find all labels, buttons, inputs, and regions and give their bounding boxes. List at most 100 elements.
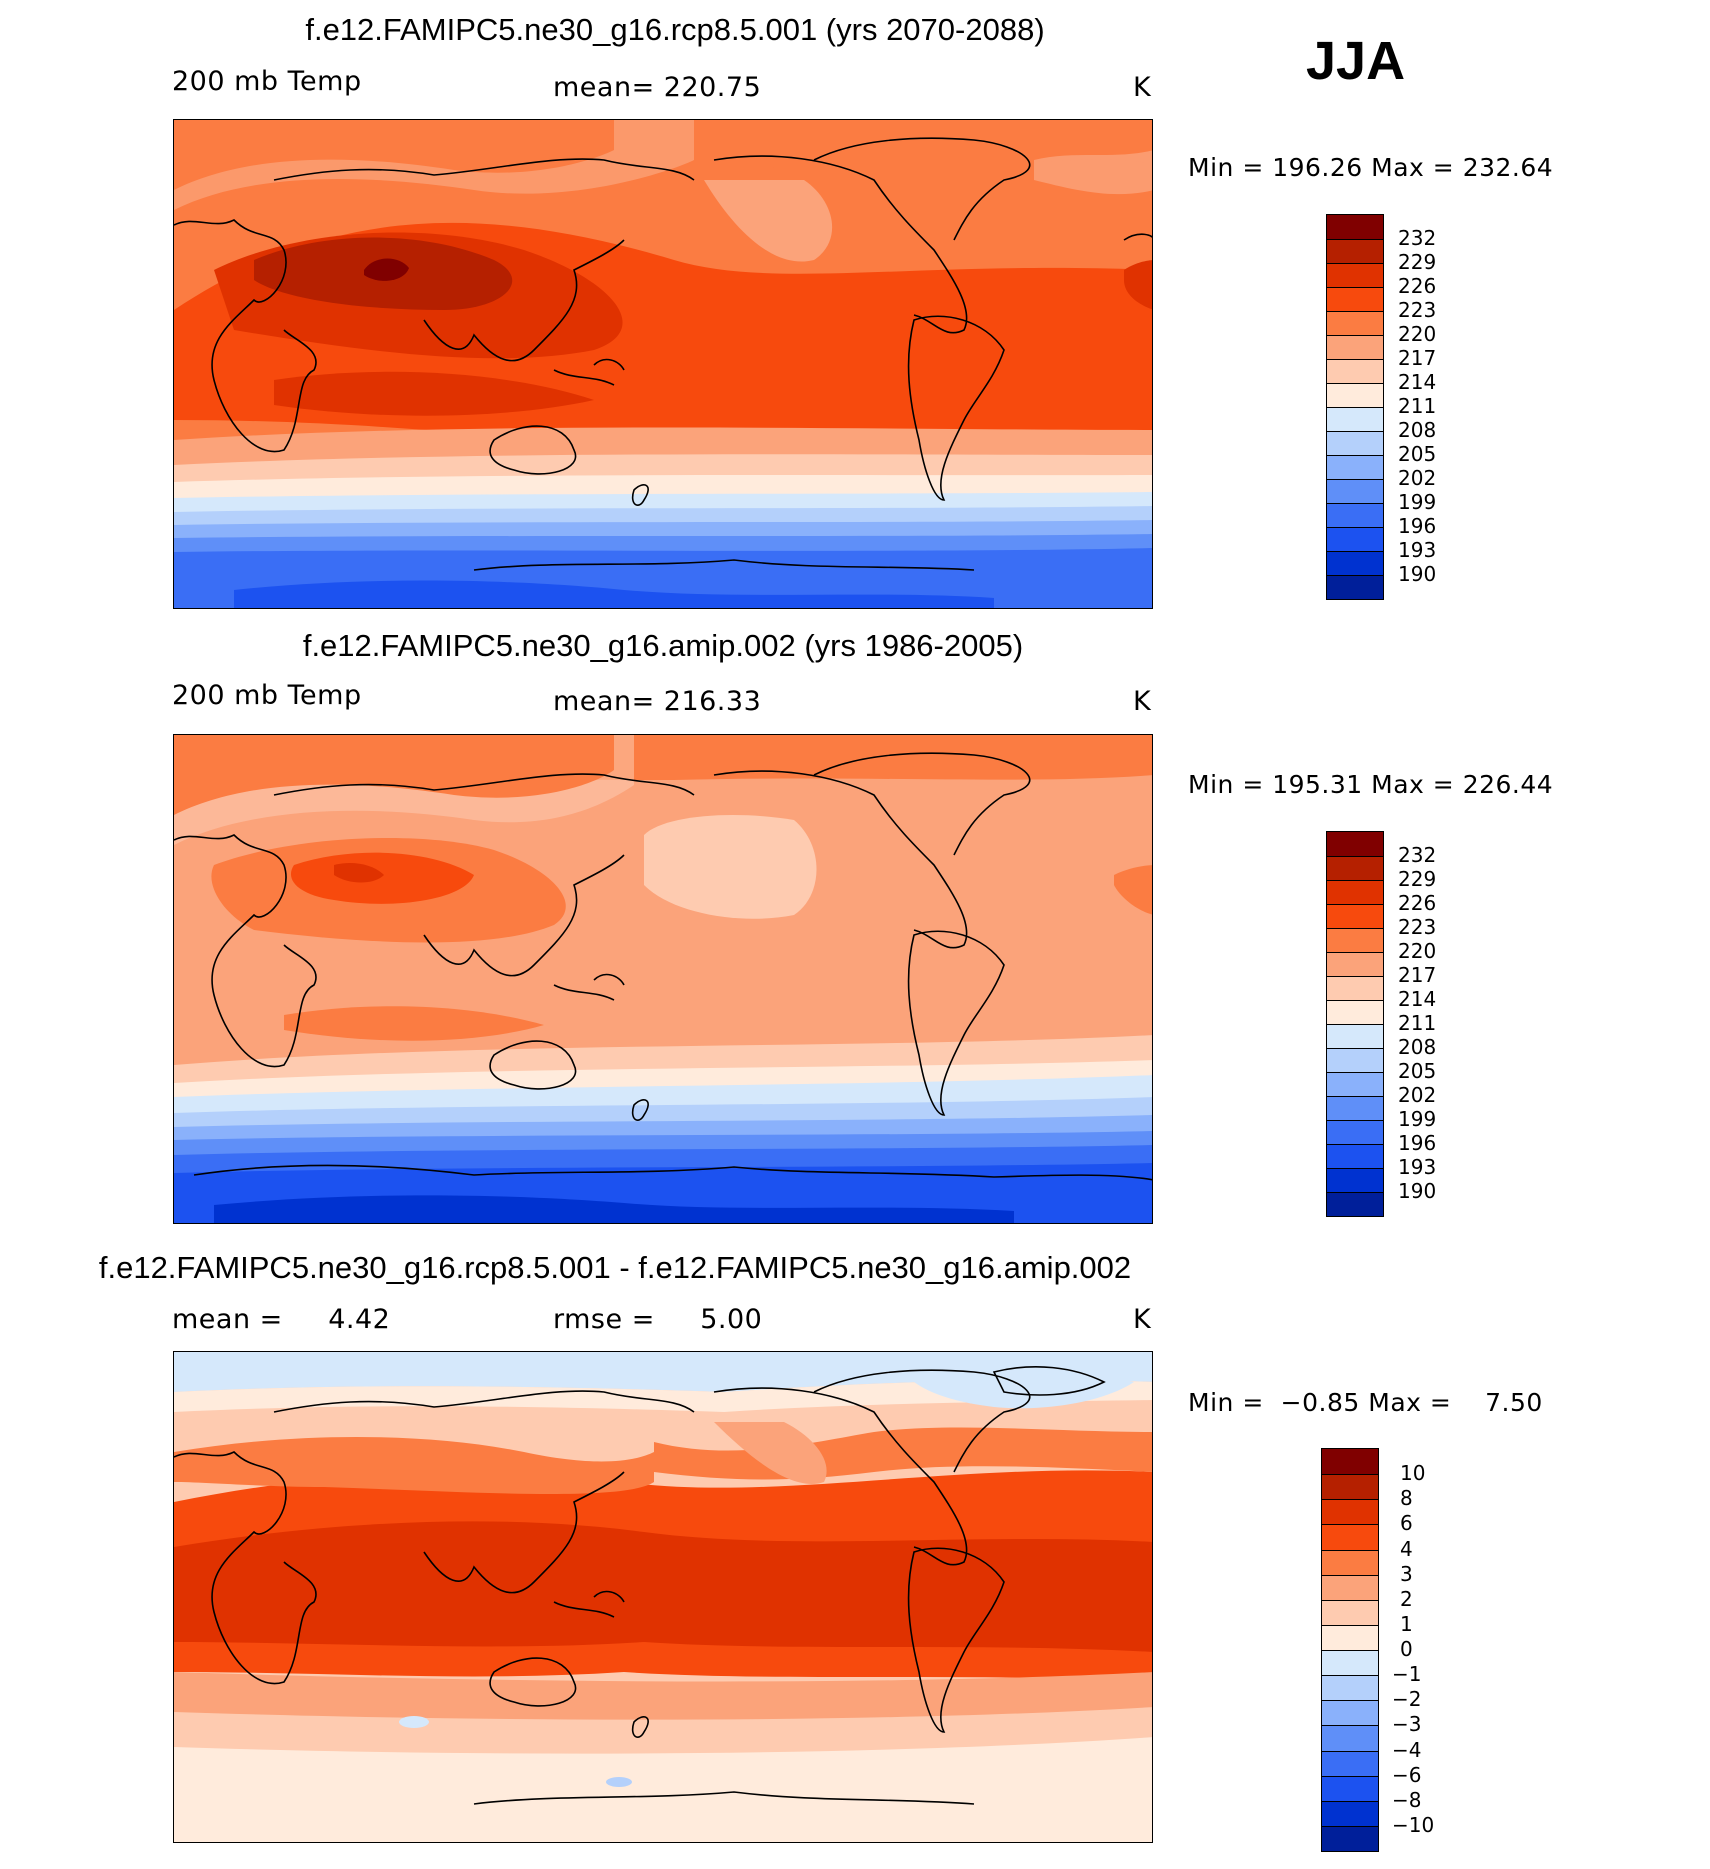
colorbar (1326, 831, 1384, 1217)
colorbar-tick-label: 232 (1398, 843, 1437, 867)
colorbar-segment (1327, 1000, 1383, 1024)
min-value: −0.85 (1280, 1388, 1360, 1417)
colorbar-tick-label: −8 (1392, 1787, 1422, 1812)
colorbar-tick-label: −4 (1392, 1737, 1422, 1762)
colorbar-segment (1322, 1750, 1378, 1776)
colorbar-tick-label: 214 (1398, 987, 1437, 1011)
colorbar-tick-label: 223 (1398, 298, 1437, 322)
colorbar-segment (1327, 1120, 1383, 1144)
mean-label: mean = 4.42 (172, 1304, 391, 1335)
min-label: Min (1188, 1388, 1234, 1417)
min-label: Min (1188, 153, 1234, 182)
colorbar-segment (1327, 455, 1383, 479)
min-max-readout: Min = 196.26 Max = 232.64 (1188, 153, 1554, 182)
colorbar-segment (1327, 1144, 1383, 1168)
colorbar-segment (1327, 1168, 1383, 1192)
max-label: Max (1371, 153, 1425, 182)
variable-label: 200 mb Temp (172, 66, 362, 97)
colorbar-tick-label: 6 (1400, 1511, 1413, 1536)
colorbar-segment (1327, 239, 1383, 263)
colorbar-segment (1327, 359, 1383, 383)
colorbar-segment (1322, 1800, 1378, 1826)
colorbar-segment (1327, 311, 1383, 335)
colorbar-segment (1322, 1449, 1378, 1475)
colorbar-tick-label: 3 (1400, 1561, 1413, 1586)
colorbar-segment (1327, 952, 1383, 976)
colorbar-tick-label: 211 (1398, 394, 1437, 418)
colorbar-segment (1327, 263, 1383, 287)
map-field (174, 120, 1152, 608)
colorbar-segment (1327, 503, 1383, 527)
colorbar-segment (1327, 575, 1383, 599)
colorbar-segment (1327, 1072, 1383, 1096)
colorbar-segment (1322, 1599, 1378, 1625)
colorbar-tick-label: 229 (1398, 867, 1437, 891)
map-field (174, 735, 1152, 1223)
difference-map (173, 1351, 1153, 1843)
colorbar-tick-label: 196 (1398, 514, 1437, 538)
colorbar-segment (1322, 1825, 1378, 1851)
colorbar-tick-label: −6 (1392, 1762, 1422, 1787)
colorbar-tick-label: −3 (1392, 1712, 1422, 1737)
colorbar-tick-label: 214 (1398, 370, 1437, 394)
colorbar-segment (1322, 1474, 1378, 1500)
season-label: JJA (1306, 31, 1406, 91)
colorbar-segment (1327, 1048, 1383, 1072)
colorbar-tick-label: 226 (1398, 891, 1437, 915)
colorbar-tick-label: 208 (1398, 418, 1437, 442)
max-value: 226.44 (1462, 770, 1554, 799)
min-max-readout: Min = 195.31 Max = 226.44 (1188, 770, 1554, 799)
colorbar-segment (1327, 832, 1383, 856)
colorbar-segment (1322, 1725, 1378, 1751)
colorbar-segment (1327, 383, 1383, 407)
colorbar-tick-label: 202 (1398, 466, 1437, 490)
colorbar-segment (1322, 1675, 1378, 1701)
max-label: Max (1371, 770, 1425, 799)
colorbar-tick-label: 226 (1398, 274, 1437, 298)
colorbar-tick-label: 205 (1398, 1059, 1437, 1083)
colorbar-segment (1327, 1096, 1383, 1120)
colorbar-tick-label: 193 (1398, 1155, 1437, 1179)
colorbar-tick-label: 8 (1400, 1486, 1413, 1511)
rmse-label: rmse = 5.00 (553, 1304, 763, 1335)
colorbar-segment (1327, 904, 1383, 928)
colorbar-tick-label: 232 (1398, 226, 1437, 250)
colorbar-tick-label: 205 (1398, 442, 1437, 466)
colorbar-segment (1327, 880, 1383, 904)
colorbar-segment (1327, 1192, 1383, 1216)
panel-title: f.e12.FAMIPC5.ne30_g16.amip.002 (yrs 198… (302, 628, 1024, 663)
min-label: Min (1188, 770, 1234, 799)
colorbar-segment (1327, 287, 1383, 311)
colorbar-segment (1322, 1700, 1378, 1726)
colorbar-tick-label: 199 (1398, 1107, 1437, 1131)
colorbar-segment (1327, 335, 1383, 359)
colorbar-tick-label: 1 (1400, 1611, 1413, 1636)
map-field (174, 1352, 1152, 1842)
colorbar-segment (1322, 1524, 1378, 1550)
colorbar-segment (1322, 1549, 1378, 1575)
max-value: 7.50 (1485, 1388, 1543, 1417)
colorbar-tick-label: 190 (1398, 1179, 1437, 1203)
colorbar-segment (1327, 431, 1383, 455)
min-value: 195.31 (1272, 770, 1363, 799)
panel-title: f.e12.FAMIPC5.ne30_g16.rcp8.5.001 - f.e1… (98, 1250, 1132, 1285)
colorbar-tick-label: 199 (1398, 490, 1437, 514)
colorbar-tick-label: 10 (1400, 1461, 1426, 1486)
max-label: Max (1368, 1388, 1422, 1417)
max-value: 232.64 (1462, 153, 1554, 182)
min-value: 196.26 (1272, 153, 1363, 182)
colorbar-tick-label: 220 (1398, 322, 1437, 346)
colorbar-tick-label: 217 (1398, 963, 1437, 987)
colorbar (1326, 214, 1384, 600)
colorbar-segment (1327, 527, 1383, 551)
colorbar-tick-label: 202 (1398, 1083, 1437, 1107)
colorbar-segment (1327, 1024, 1383, 1048)
unit-label: K (1133, 1304, 1152, 1335)
colorbar-tick-label: 211 (1398, 1011, 1437, 1035)
colorbar-tick-label: 193 (1398, 538, 1437, 562)
colorbar-segment (1327, 407, 1383, 431)
colorbar-tick-label: 229 (1398, 250, 1437, 274)
colorbar-tick-label: 217 (1398, 346, 1437, 370)
temperature-map (173, 734, 1153, 1224)
min-max-readout: Min = −0.85 Max = 7.50 (1188, 1388, 1543, 1417)
